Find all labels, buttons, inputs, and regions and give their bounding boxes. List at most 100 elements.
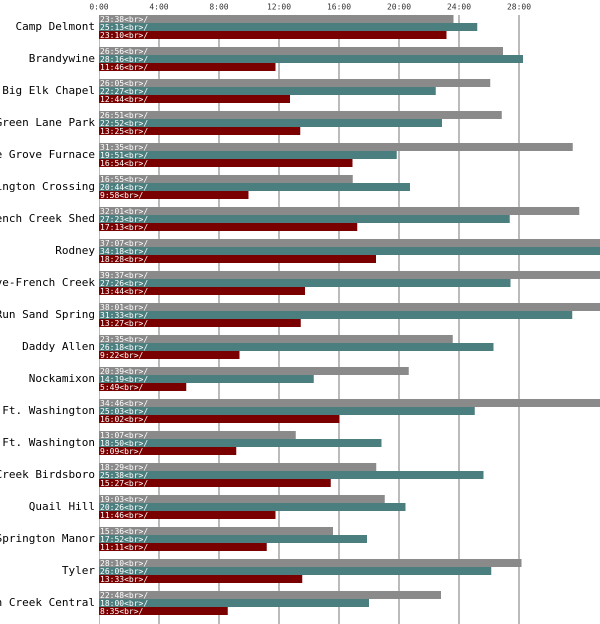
bar <box>99 599 369 607</box>
category-label: Run Sand Spring <box>0 308 95 321</box>
bar <box>99 527 333 535</box>
bar <box>99 495 385 503</box>
value-label: 32:01<br>/ <box>100 207 148 216</box>
value-label: 25:03<br>/ <box>100 407 148 416</box>
value-label: 18:28<br>/ <box>100 255 148 264</box>
bar <box>99 511 276 519</box>
bar <box>99 303 600 311</box>
category-label: Nockamixon <box>29 372 95 385</box>
bar <box>99 447 237 455</box>
bar <box>99 311 573 319</box>
bar <box>99 503 406 511</box>
bar <box>99 79 491 87</box>
category-label: Brandywine <box>29 52 95 65</box>
value-label: 13:33<br>/ <box>100 575 148 584</box>
value-label: 8:35<br>/ <box>100 607 144 616</box>
bar <box>99 247 600 255</box>
bar <box>99 535 367 543</box>
value-label: 34:18<br>/ <box>100 247 148 256</box>
bar <box>99 207 580 215</box>
category-label: Quail Hill <box>29 500 95 513</box>
bar <box>99 407 475 415</box>
value-label: 23:10<br>/ <box>100 31 148 40</box>
category-label: shington Crossing <box>0 180 95 193</box>
value-label: 18:50<br>/ <box>100 439 148 448</box>
category-label: Green Lane Park <box>0 116 95 129</box>
bar <box>99 215 510 223</box>
bar <box>99 271 600 279</box>
bar <box>99 383 187 391</box>
value-label: 11:46<br>/ <box>100 63 148 72</box>
value-label: 17:13<br>/ <box>100 223 148 232</box>
bar <box>99 223 358 231</box>
category-label: Daddy Allen <box>22 340 95 353</box>
value-label: 15:27<br>/ <box>100 479 148 488</box>
bar <box>99 23 478 31</box>
value-label: 25:38<br>/ <box>100 471 148 480</box>
bar <box>99 87 436 95</box>
bar <box>99 479 331 487</box>
bar <box>99 119 442 127</box>
value-label: 20:39<br>/ <box>100 367 148 376</box>
bar <box>99 111 502 119</box>
value-label: 11:46<br>/ <box>100 511 148 520</box>
x-tick-label: 0:00 <box>89 3 108 12</box>
value-label: 17:52<br>/ <box>100 535 148 544</box>
bar <box>99 151 397 159</box>
bar <box>99 575 303 583</box>
bar <box>99 439 382 447</box>
bar <box>99 351 240 359</box>
bar <box>99 591 441 599</box>
value-label: 9:22<br>/ <box>100 351 144 360</box>
value-label: 13:44<br>/ <box>100 287 148 296</box>
category-label: Creek Birdsboro <box>0 468 95 481</box>
value-label: 27:23<br>/ <box>100 215 148 224</box>
bar <box>99 367 409 375</box>
bar <box>99 31 447 39</box>
bar <box>99 471 484 479</box>
category-label: Ft. Washington <box>2 436 95 449</box>
value-label: 26:56<br>/ <box>100 47 148 56</box>
value-label: 18:00<br>/ <box>100 599 148 608</box>
value-label: 22:52<br>/ <box>100 119 148 128</box>
bar <box>99 183 410 191</box>
category-label: ne Grove Furnace <box>0 148 95 161</box>
bar <box>99 63 276 71</box>
x-tick-label: 16:00 <box>327 3 351 12</box>
value-label: 13:07<br>/ <box>100 431 148 440</box>
category-label: Springton Manor <box>0 532 95 545</box>
bar <box>99 175 353 183</box>
value-label: 13:27<br>/ <box>100 319 148 328</box>
category-label: rve-French Creek <box>0 276 95 289</box>
value-label: 22:48<br>/ <box>100 591 148 600</box>
value-label: 23:38<br>/ <box>100 15 148 24</box>
value-label: 26:18<br>/ <box>100 343 148 352</box>
value-label: 28:10<br>/ <box>100 559 148 568</box>
category-label: l Big Elk Chapel <box>0 84 95 97</box>
bar <box>99 567 492 575</box>
value-label: 26:05<br>/ <box>100 79 148 88</box>
value-label: 20:26<br>/ <box>100 503 148 512</box>
x-tick-label: 12:00 <box>267 3 291 12</box>
category-label: ch Creek Central <box>0 596 95 609</box>
bar <box>99 143 573 151</box>
value-label: 25:13<br>/ <box>100 23 148 32</box>
bar <box>99 239 600 247</box>
bar <box>99 415 340 423</box>
bar <box>99 255 376 263</box>
bar <box>99 15 454 23</box>
value-label: 15:36<br>/ <box>100 527 148 536</box>
value-label: 23:35<br>/ <box>100 335 148 344</box>
value-label: 20:44<br>/ <box>100 183 148 192</box>
value-label: 5:49<br>/ <box>100 383 144 392</box>
value-label: 39:37<br>/ <box>100 271 148 280</box>
value-label: 19:03<br>/ <box>100 495 148 504</box>
value-label: 31:33<br>/ <box>100 311 148 320</box>
bar <box>99 191 249 199</box>
value-label: 38:01<br>/ <box>100 303 148 312</box>
bar <box>99 127 301 135</box>
value-label: 22:27<br>/ <box>100 87 148 96</box>
bar <box>99 343 494 351</box>
value-label: 37:07<br>/ <box>100 239 148 248</box>
